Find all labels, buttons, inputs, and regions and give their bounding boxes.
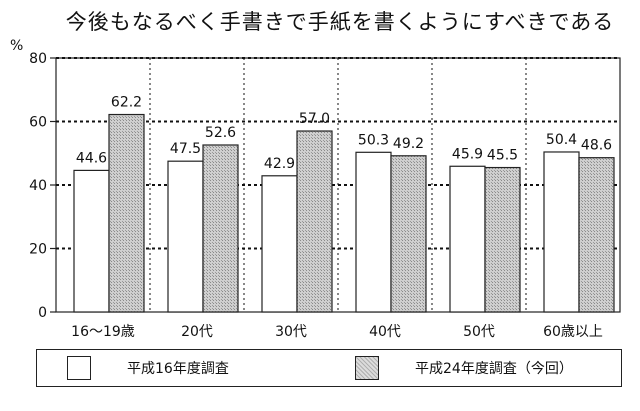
bar-2004-1 — [167, 160, 204, 313]
data-label-2012-5: 48.6 — [581, 138, 612, 154]
data-label-2012-3: 49.2 — [393, 136, 424, 152]
x-tick-label-5: 60歳以上 — [543, 324, 603, 340]
bar-2004-2 — [261, 175, 298, 313]
legend-label-2004: 平成16年度調査 — [127, 361, 229, 377]
data-label-2004-0: 44.6 — [76, 150, 107, 166]
bar-2012-5 — [578, 157, 615, 313]
legend: 平成16年度調査 平成24年度調査（今回） — [36, 349, 622, 387]
bar-2004-4 — [449, 165, 486, 313]
y-tick-label-20: 20 — [29, 242, 47, 258]
y-tick-label-0: 0 — [38, 305, 47, 321]
bar-2004-0 — [73, 169, 110, 313]
data-label-2004-1: 47.5 — [170, 141, 201, 157]
y-tick-label-40: 40 — [29, 178, 47, 194]
y-axis-unit: % — [10, 38, 24, 54]
data-label-2004-2: 42.9 — [264, 156, 295, 172]
data-label-2012-2: 57.0 — [299, 111, 330, 127]
legend-item-2004: 平成16年度調査 — [67, 355, 229, 381]
data-label-2004-5: 50.4 — [546, 132, 577, 148]
x-tick-label-2: 30代 — [275, 324, 307, 340]
bar-2012-2 — [296, 130, 333, 313]
bar-2004-3 — [355, 151, 392, 313]
x-tick-label-4: 50代 — [463, 324, 495, 340]
chart-title: 今後もなるべく手書きで手紙を書くようにすべきである — [65, 10, 615, 34]
legend-swatch-2004 — [67, 356, 91, 380]
x-tick-label-1: 20代 — [181, 324, 213, 340]
legend-swatch-2012 — [355, 356, 379, 380]
data-label-2012-4: 45.5 — [487, 148, 518, 164]
x-tick-label-3: 40代 — [369, 324, 401, 340]
bar-2012-0 — [108, 113, 145, 313]
bar-2004-5 — [543, 151, 580, 313]
legend-label-2012: 平成24年度調査（今回） — [415, 361, 573, 377]
bar-2012-4 — [484, 166, 521, 313]
data-label-2012-1: 52.6 — [205, 125, 236, 141]
y-tick-label-80: 80 — [29, 51, 47, 67]
y-tick-label-60: 60 — [29, 115, 47, 131]
data-label-2004-4: 45.9 — [452, 146, 483, 162]
legend-item-2012: 平成24年度調査（今回） — [355, 355, 573, 381]
data-label-2012-0: 62.2 — [111, 95, 142, 111]
bar-2012-3 — [390, 155, 427, 313]
x-tick-label-0: 16～19歳 — [71, 324, 135, 340]
data-label-2004-3: 50.3 — [358, 132, 389, 148]
bar-2012-1 — [202, 144, 239, 313]
